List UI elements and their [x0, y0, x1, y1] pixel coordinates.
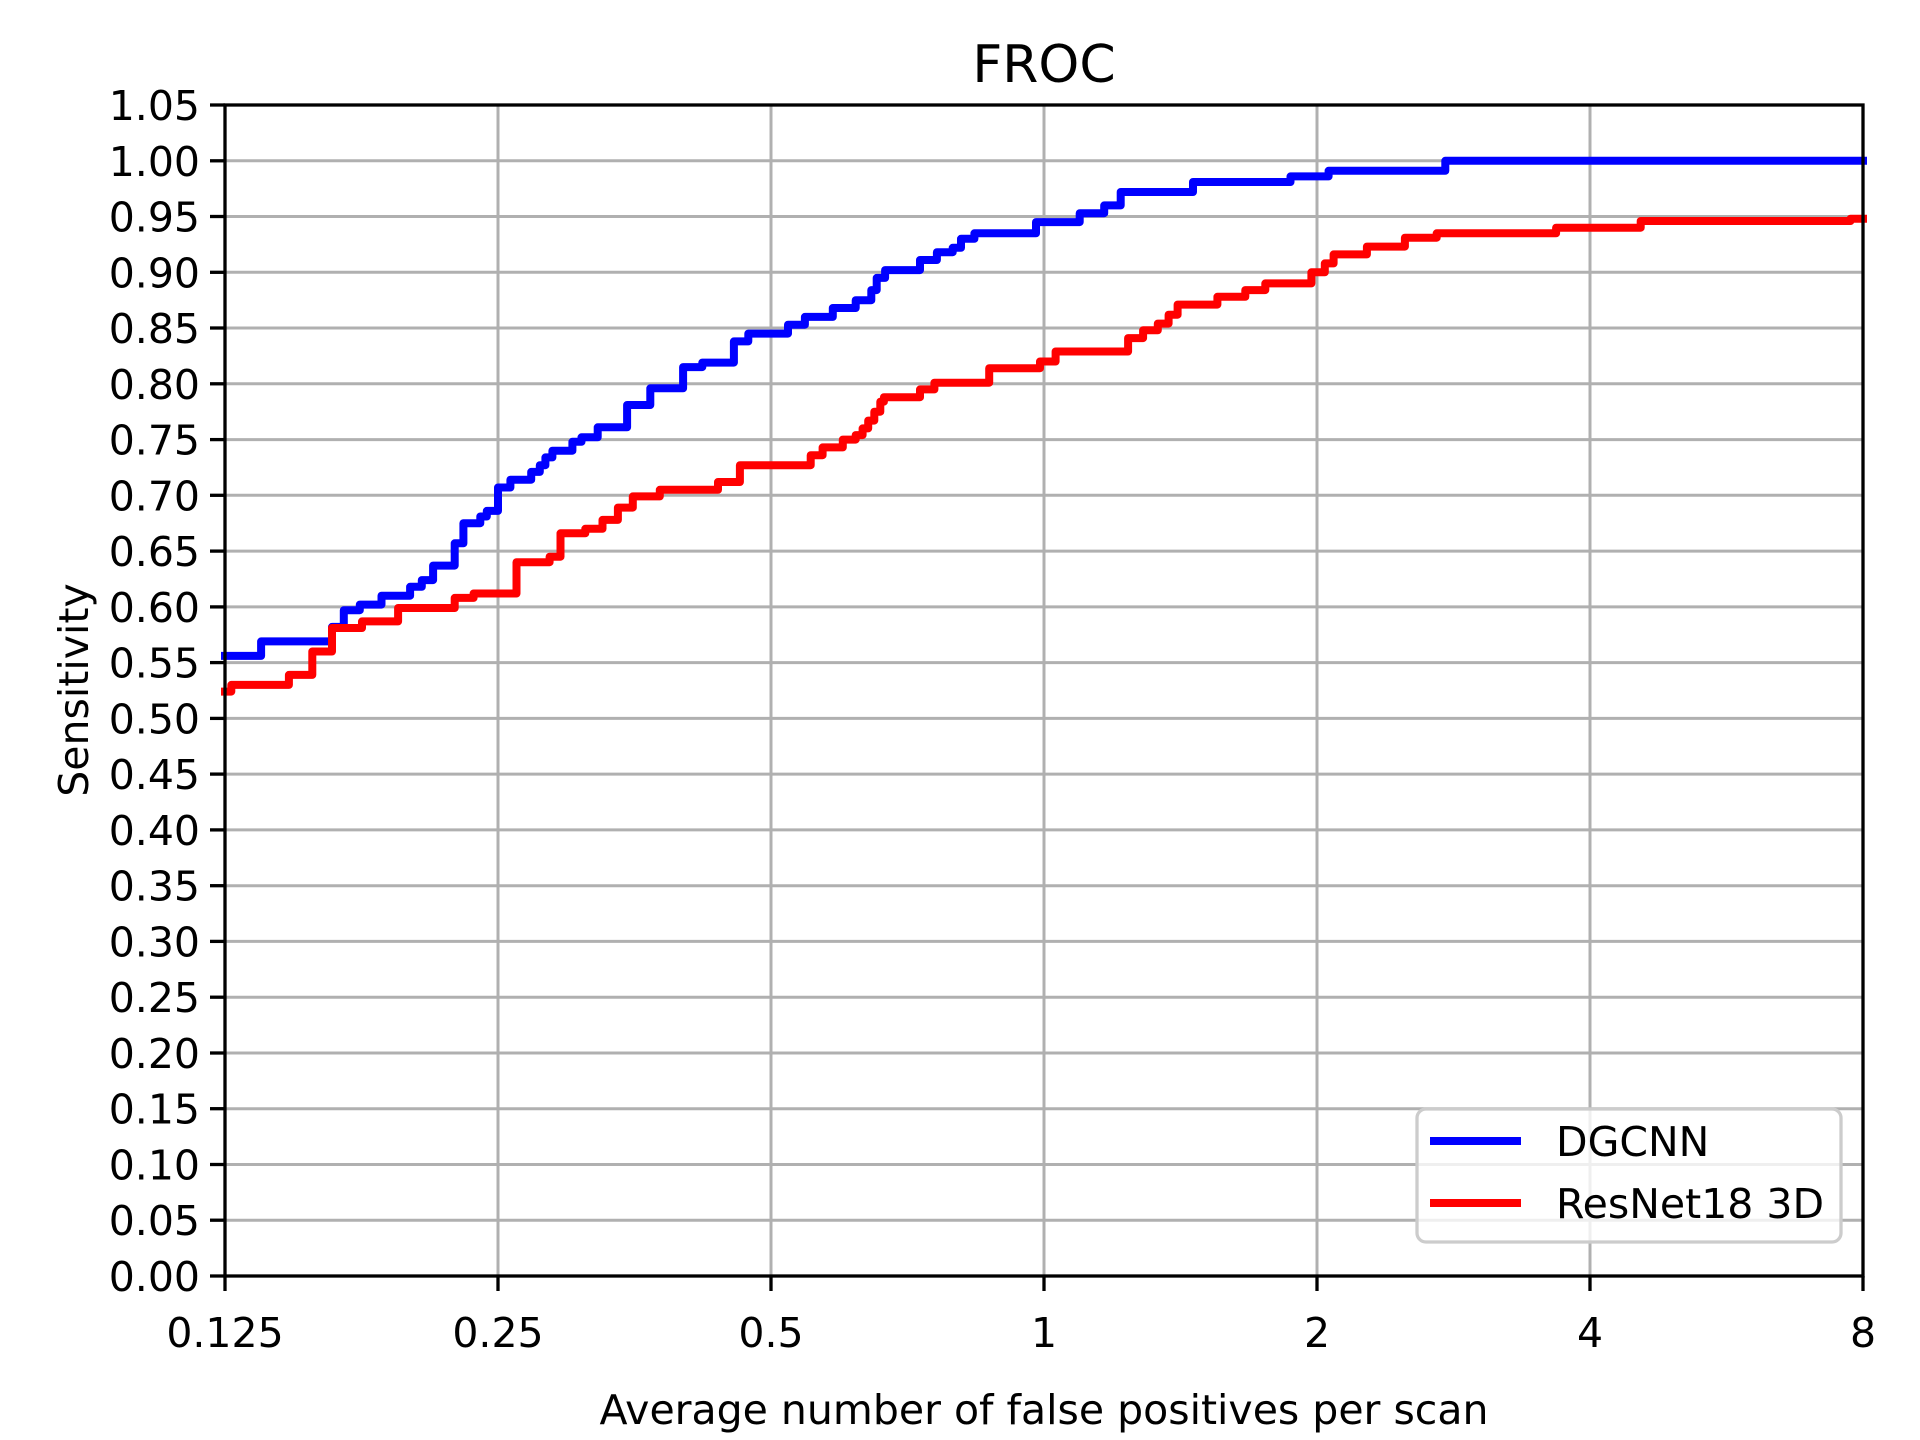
y-tick-label: 0.55 — [109, 640, 200, 688]
x-tick-label: 4 — [1577, 1309, 1603, 1357]
y-tick-label: 1.00 — [109, 138, 200, 186]
legend: DGCNN ResNet18 3D — [1415, 1107, 1843, 1244]
x-tick-label: 0.125 — [166, 1309, 283, 1357]
y-tick-label: 0.85 — [109, 305, 200, 353]
gridlines — [223, 103, 1865, 1278]
axis-ticks — [210, 103, 1865, 1291]
axis-tick-labels: 0.00 0.05 0.10 0.15 0.20 0.25 0.30 0.35 0.40 0.45… — [109, 82, 1876, 1357]
y-tick-label: 0.30 — [109, 918, 200, 966]
curve-resnet18-3d — [221, 214, 1867, 696]
y-tick-label: 0.75 — [109, 417, 200, 465]
legend-label-dgcnn: DGCNN — [1556, 1118, 1709, 1166]
x-tick-label: 0.25 — [452, 1309, 543, 1357]
y-tick-label: 0.35 — [109, 863, 200, 911]
y-tick-label: 0.45 — [109, 751, 200, 799]
y-tick-label: 0.00 — [109, 1253, 200, 1301]
chart-title: FROC — [972, 35, 1115, 95]
y-tick-label: 0.40 — [109, 807, 200, 855]
y-tick-label: 0.25 — [109, 974, 200, 1022]
y-tick-label: 0.70 — [109, 472, 200, 520]
x-tick-label: 8 — [1850, 1309, 1876, 1357]
x-tick-label: 0.5 — [738, 1309, 803, 1357]
y-tick-label: 0.90 — [109, 249, 200, 297]
y-tick-label: 0.95 — [109, 194, 200, 242]
y-tick-label: 1.05 — [109, 82, 200, 130]
y-tick-label: 0.15 — [109, 1086, 200, 1134]
data-series — [221, 156, 1867, 696]
y-tick-label: 0.65 — [109, 528, 200, 576]
x-tick-label: 1 — [1031, 1309, 1057, 1357]
x-tick-label: 2 — [1304, 1309, 1330, 1357]
y-tick-label: 0.60 — [109, 584, 200, 632]
y-tick-label: 0.05 — [109, 1197, 200, 1245]
x-axis-label: Average number of false positives per sc… — [600, 1386, 1489, 1434]
legend-box — [1415, 1107, 1843, 1244]
y-tick-label: 0.50 — [109, 695, 200, 743]
y-tick-label: 0.20 — [109, 1030, 200, 1078]
curve-dgcnn — [221, 156, 1867, 660]
y-tick-label: 0.80 — [109, 361, 200, 409]
y-tick-label: 0.10 — [109, 1142, 200, 1190]
y-axis-label: Sensitivity — [50, 583, 98, 796]
legend-label-resnet18-3d: ResNet18 3D — [1556, 1180, 1824, 1228]
